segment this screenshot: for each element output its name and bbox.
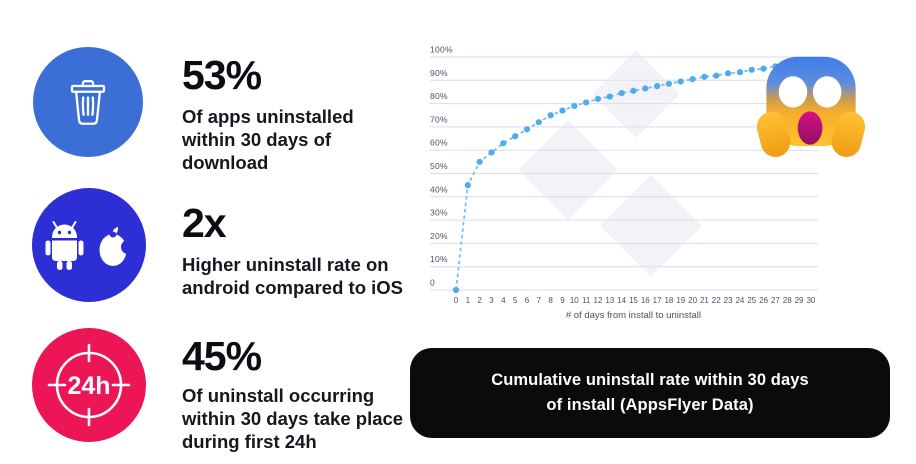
x-tick-label: 17	[653, 296, 662, 305]
x-tick-label: 19	[676, 296, 685, 305]
y-tick-label: 60%	[430, 138, 448, 148]
y-tick-label: 80%	[430, 91, 448, 101]
x-tick-label: 29	[795, 296, 804, 305]
data-point-day-12	[594, 95, 602, 103]
data-point-day-20	[689, 76, 696, 83]
data-point-day-14	[618, 90, 625, 97]
x-tick-label: 25	[747, 296, 756, 305]
24h-label: 24h	[67, 372, 110, 400]
y-tick-label: 70%	[430, 114, 448, 124]
data-point-day-16	[642, 85, 649, 92]
data-point-day-22	[713, 72, 720, 79]
apple-icon	[99, 227, 135, 266]
x-tick-label: 14	[617, 296, 626, 305]
data-point-day-5	[512, 133, 519, 140]
stat-desc-uninstalled: Of apps uninstalled within 30 days of do…	[182, 106, 354, 173]
x-tick-label: 22	[712, 296, 721, 305]
data-point-day-19	[677, 78, 684, 85]
x-tick-label: 26	[759, 296, 768, 305]
y-tick-label: 100%	[430, 45, 453, 55]
x-tick-label: 2	[477, 296, 482, 305]
y-tick-label: 90%	[430, 68, 448, 78]
android-icon	[45, 221, 84, 270]
x-tick-label: 30	[806, 296, 815, 305]
x-tick-label: 4	[501, 296, 506, 305]
data-point-day-6	[523, 126, 531, 133]
y-tick-label: 0	[430, 278, 435, 288]
data-point-day-3	[488, 149, 495, 156]
x-tick-label: 0	[454, 296, 459, 305]
y-tick-label: 50%	[430, 161, 448, 171]
x-tick-label: 9	[560, 296, 565, 305]
x-tick-label: 11	[582, 296, 591, 305]
data-point-day-1	[464, 182, 471, 189]
y-tick-label: 20%	[430, 231, 448, 241]
data-point-day-21	[701, 73, 708, 80]
x-tick-label: 5	[513, 296, 518, 305]
data-point-day-18	[665, 80, 673, 87]
data-point-day-9	[559, 107, 566, 114]
x-axis-title: # of days from install to uninstall	[566, 310, 701, 321]
x-tick-label: 20	[688, 296, 697, 305]
x-tick-label: 12	[594, 296, 603, 305]
android-apple-icon	[45, 221, 135, 270]
data-point-day-17	[654, 83, 661, 90]
x-tick-label: 18	[664, 296, 673, 305]
data-point-day-0	[452, 286, 460, 294]
stat-circle-24h: 24h	[32, 328, 146, 442]
x-tick-label: 1	[466, 296, 471, 305]
data-point-day-7	[535, 119, 542, 126]
data-point-day-26	[760, 65, 767, 72]
uninstall-rate-chart: 0 10% 20% 30% 40% 50% 60% 70% 80% 90% 100% 0 1 2 3 4 5 6 7…	[425, 40, 911, 342]
chart-plot-area: 010%20%30%40%50%60%70%80%90%100%0 1 2 3 4 5 6 7…	[430, 45, 818, 321]
y-tick-label: 10%	[430, 254, 448, 264]
stat-value-2x: 2x	[182, 200, 227, 246]
x-tick-label: 23	[724, 296, 733, 305]
data-point-day-25	[748, 66, 755, 73]
x-tick-label: 15	[629, 296, 638, 305]
screaming-face-emoji-icon	[756, 56, 866, 157]
data-point-day-8	[547, 112, 554, 119]
x-tick-label: 10	[570, 296, 579, 305]
data-point-day-4	[500, 140, 507, 147]
chart-caption-text: Cumulative uninstall rate within 30 days…	[491, 371, 809, 414]
data-point-day-23	[724, 70, 732, 77]
stat-circle-android-ios	[32, 188, 146, 302]
x-tick-label: 27	[771, 296, 780, 305]
data-point-day-13	[606, 93, 613, 100]
background-logo-watermark	[518, 50, 702, 277]
data-point-day-11	[583, 99, 590, 106]
trash-icon	[70, 80, 106, 125]
stat-desc-2x: Higher uninstall rate on android compare…	[182, 254, 403, 298]
y-tick-label: 40%	[430, 184, 448, 194]
data-point-day-15	[630, 87, 637, 94]
x-tick-label: 13	[605, 296, 614, 305]
stat-value-uninstalled: 53%	[182, 52, 262, 98]
x-tick-label: 24	[735, 296, 744, 305]
x-tick-label: 16	[641, 296, 650, 305]
24h-clock-icon: 24h	[47, 343, 131, 427]
stat-desc-24h: Of uninstall occurring within 30 days ta…	[182, 385, 404, 452]
x-tick-label: 6	[525, 296, 530, 305]
stat-value-24h: 45%	[182, 333, 262, 379]
data-point-day-2	[476, 158, 483, 165]
x-tick-label: 21	[700, 296, 709, 305]
x-tick-label: 7	[537, 296, 542, 305]
x-tick-label: 28	[783, 296, 792, 305]
stat-circle-uninstalled	[33, 47, 143, 157]
x-tick-label: 8	[548, 296, 553, 305]
x-tick-label: 3	[489, 296, 494, 305]
data-point-day-10	[571, 102, 578, 110]
data-point-day-24	[736, 69, 744, 76]
chart-caption-card: Cumulative uninstall rate within 30 days…	[410, 348, 890, 438]
y-tick-label: 30%	[430, 208, 448, 218]
